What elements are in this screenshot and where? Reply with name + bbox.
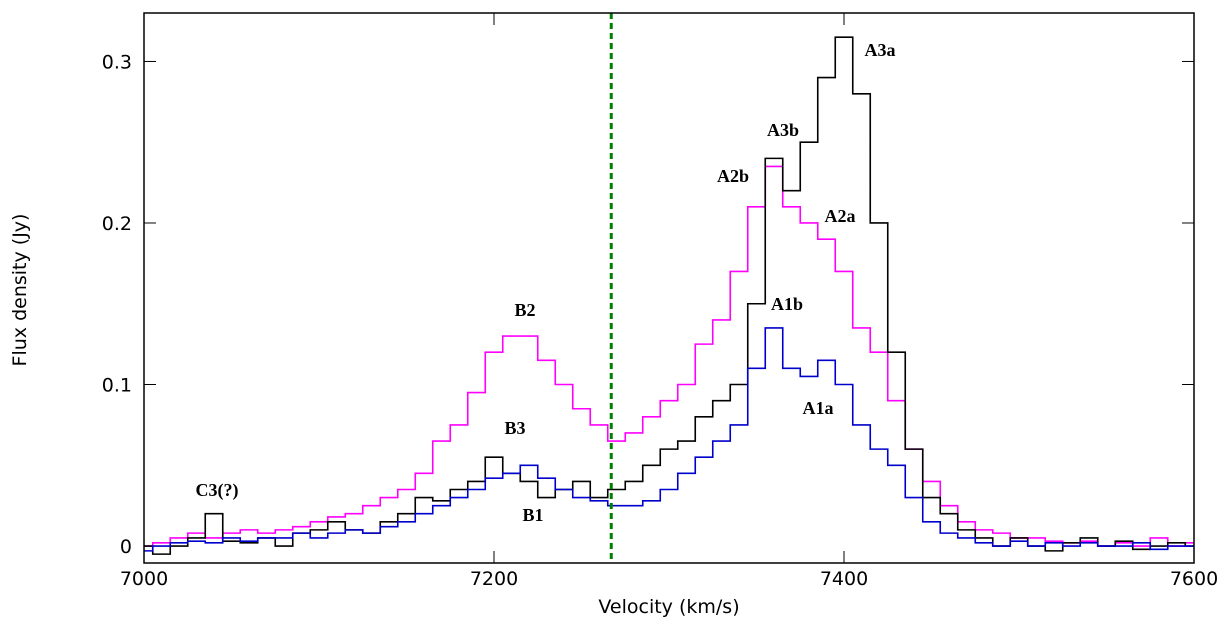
x-tick-label: 7000 [120,568,168,590]
plot-frame [143,12,1195,564]
annotation: A1b [771,294,803,314]
annotation: A2a [825,206,856,226]
annotation: C3(?) [196,480,239,501]
annotation: A3b [767,120,799,140]
annotation: B3 [504,418,525,438]
x-tick-label: 7400 [820,568,868,590]
y-tick-label: 0.1 [102,375,132,397]
y-tick-label: 0 [120,536,132,558]
spectrum-line [144,36,1194,555]
x-tick-label: 7600 [1170,568,1218,590]
y-axis-label: Flux density (Jy) [9,214,31,367]
annotation: A3a [865,40,896,60]
x-tick-label: 7200 [470,568,518,590]
annotation: B1 [522,505,543,525]
spectrum-line [144,327,1194,552]
annotation: B2 [514,300,535,320]
y-tick-label: 0.3 [102,51,132,73]
y-tick-label: 0.2 [102,213,132,235]
annotation: A2b [717,166,749,186]
x-axis-label: Velocity (km/s) [598,596,739,618]
annotation: A1a [803,398,834,418]
